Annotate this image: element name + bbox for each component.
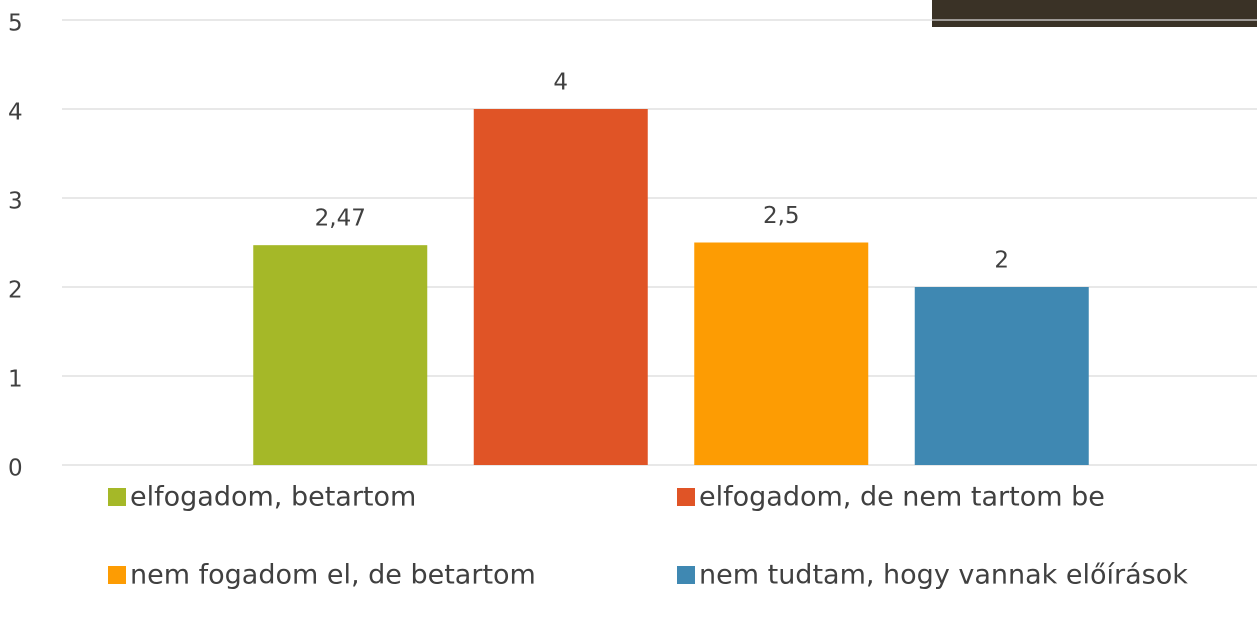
photo xyxy=(932,0,1257,27)
y-tick-label: 5 xyxy=(8,11,23,37)
value-label: 4 xyxy=(553,70,568,96)
legend-swatch xyxy=(677,566,695,584)
value-label: 2,5 xyxy=(763,203,800,229)
y-tick-label: 4 xyxy=(8,100,23,126)
y-tick-label: 0 xyxy=(8,456,23,482)
legend-swatch xyxy=(677,488,695,506)
y-tick-label: 2 xyxy=(8,278,23,304)
bar xyxy=(694,242,869,465)
legend-label: nem tudtam, hogy vannak előírások xyxy=(699,560,1188,591)
value-label: 2 xyxy=(994,248,1009,274)
legend-swatch xyxy=(108,566,126,584)
y-tick-label: 3 xyxy=(8,189,23,215)
value-label: 2,47 xyxy=(315,206,366,232)
bar xyxy=(253,245,428,465)
bar xyxy=(914,287,1089,465)
bar xyxy=(473,109,648,465)
legend-label: elfogadom, de nem tartom be xyxy=(699,482,1105,513)
legend-label: elfogadom, betartom xyxy=(130,482,416,513)
legend-swatch xyxy=(108,488,126,506)
legend-label: nem fogadom el, de betartom xyxy=(130,560,536,591)
y-tick-label: 1 xyxy=(8,367,23,393)
